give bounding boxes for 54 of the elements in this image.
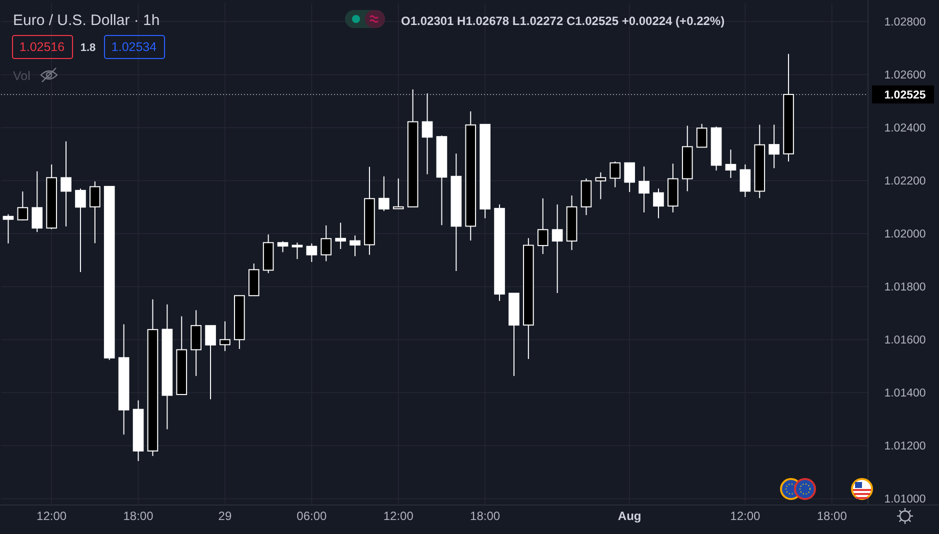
candlestick bbox=[595, 172, 606, 200]
candlestick bbox=[277, 240, 288, 253]
candlestick bbox=[306, 242, 318, 262]
y-tick-label: 1.02000 bbox=[884, 228, 926, 241]
x-tick-label: 12:00 bbox=[383, 509, 414, 523]
candlestick bbox=[610, 161, 621, 188]
y-tick-label: 1.02400 bbox=[884, 122, 926, 135]
candlestick bbox=[537, 198, 548, 255]
x-tick-label: 12:00 bbox=[36, 509, 67, 523]
candlestick bbox=[17, 190, 28, 221]
candlestick bbox=[653, 188, 664, 219]
candlestick bbox=[205, 325, 216, 400]
candlestick bbox=[696, 123, 708, 148]
x-tick-label: 06:00 bbox=[296, 509, 328, 523]
x-tick-label: 12:00 bbox=[730, 509, 761, 523]
annotation: Vol bbox=[13, 69, 30, 83]
candlestick bbox=[60, 140, 72, 227]
candlestick bbox=[2, 214, 14, 244]
ref-line-label: 1.02525 bbox=[884, 89, 926, 102]
y-tick-label: 1.01600 bbox=[884, 334, 926, 347]
candlestick bbox=[740, 164, 751, 198]
candlestick bbox=[90, 180, 100, 244]
y-tick-label: 1.01000 bbox=[884, 494, 926, 506]
annotation: O1.02301 H1.02678 L1.02272 C1.02525 +0.00224 (+0.22%) bbox=[401, 14, 725, 28]
candlestick bbox=[335, 222, 346, 250]
annotation: 1.02534 bbox=[111, 40, 157, 54]
y-tick-label: 1.01800 bbox=[884, 282, 926, 294]
y-tick-label: 1.01400 bbox=[884, 388, 926, 400]
y-tick-label: 1.02800 bbox=[884, 16, 926, 29]
x-tick-label: Aug bbox=[618, 509, 642, 523]
candlestick bbox=[350, 234, 360, 257]
candlestick bbox=[725, 149, 736, 178]
text: Euro / U.S. Dollar · 1h bbox=[13, 12, 160, 29]
candlestick bbox=[552, 204, 563, 294]
candlestick bbox=[378, 176, 390, 212]
x-tick-label: 18:00 bbox=[123, 509, 154, 523]
candlestick bbox=[624, 162, 635, 192]
candlestick bbox=[220, 320, 230, 352]
candlestick bbox=[768, 124, 780, 169]
y-tick-label: 1.01200 bbox=[884, 440, 926, 453]
x-tick-label: 29 bbox=[218, 509, 232, 523]
candlestick bbox=[32, 170, 43, 233]
x-tick-label: 18:00 bbox=[470, 509, 500, 523]
annotation: 1.8 bbox=[80, 42, 96, 54]
y-tick-label: 1.02200 bbox=[884, 176, 926, 188]
annotation: 1.02516 bbox=[19, 40, 65, 54]
x-tick-label: 18:00 bbox=[816, 509, 848, 523]
candlestick bbox=[638, 166, 650, 213]
y-tick-label: 1.02600 bbox=[884, 70, 926, 82]
candlestick bbox=[75, 188, 86, 273]
candlestick bbox=[320, 224, 332, 262]
candlestick bbox=[422, 92, 433, 175]
candlestick bbox=[292, 242, 303, 260]
candlestick bbox=[392, 178, 404, 210]
